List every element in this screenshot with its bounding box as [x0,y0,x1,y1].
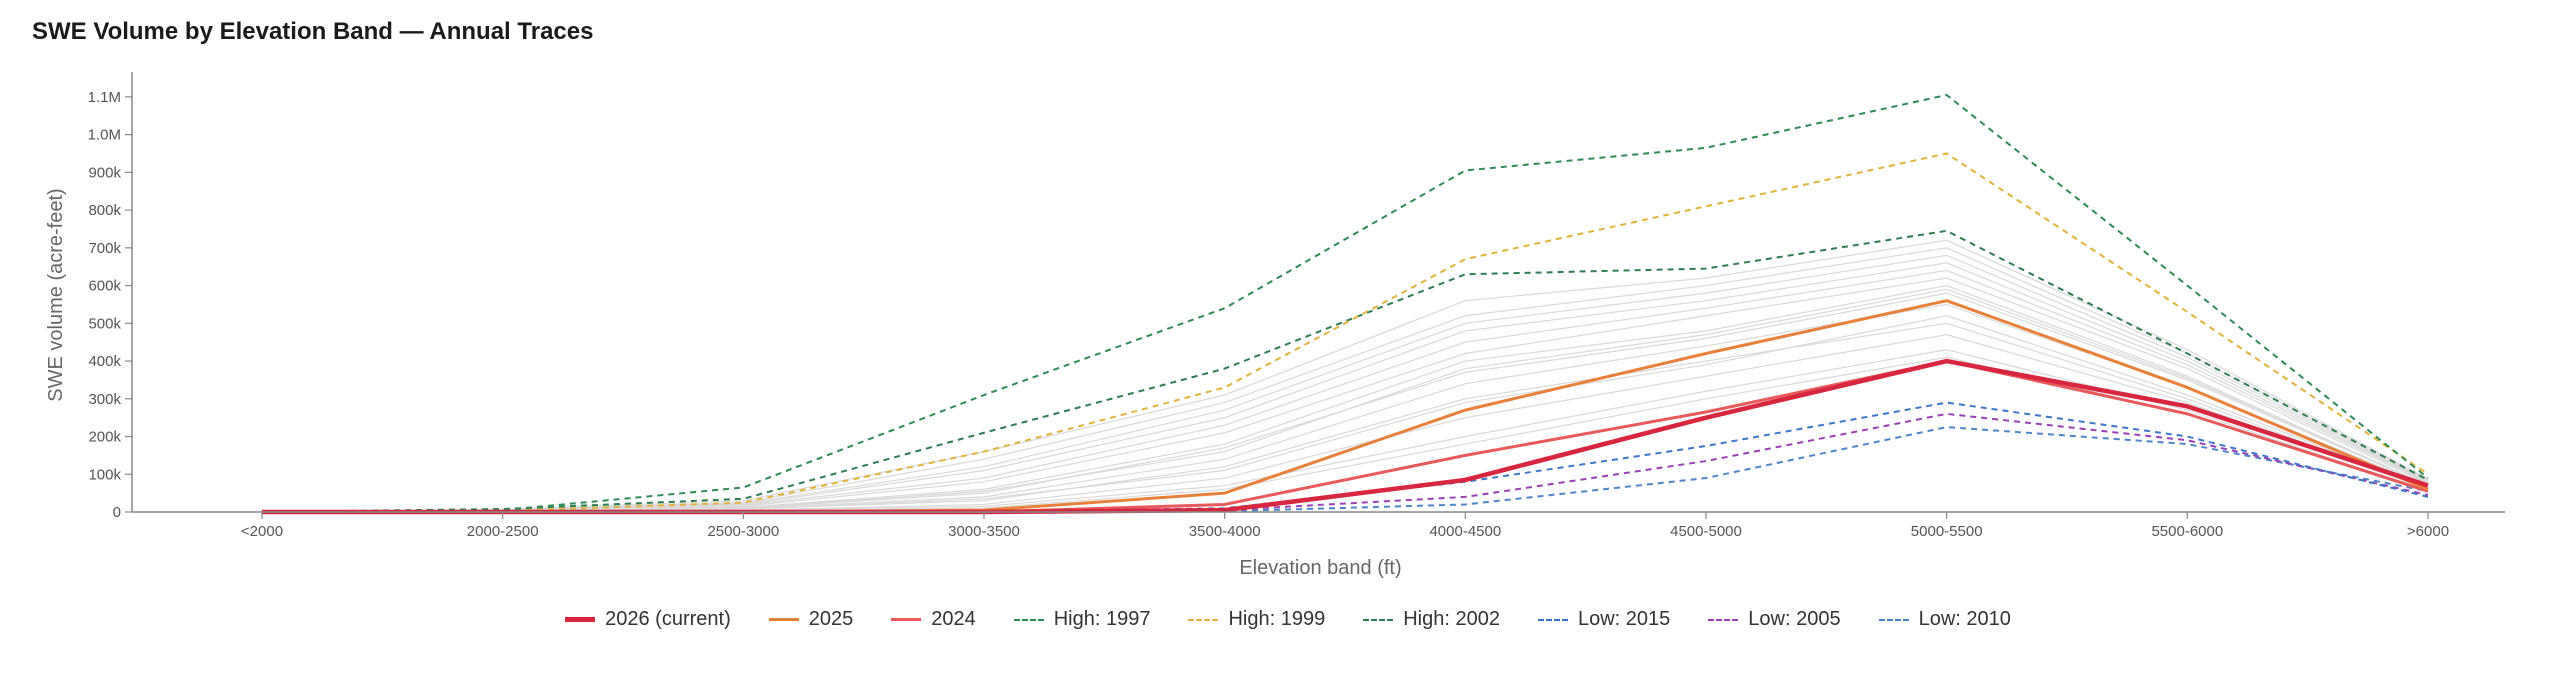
line-chart: 0 100k 200k 300k 400k 500k 600k 700k 800k 900k 1.0… [45,72,2505,579]
y-tick-label: 600k [88,278,121,295]
legend-label: Low: 2010 [1918,608,2011,630]
background-trace-15 [261,315,2429,513]
highlighted-series [261,93,2429,515]
series-line-high-1999 [261,152,2429,513]
series-line-high-1997 [261,93,2429,513]
legend-item-low-2005: Low: 2005 [1708,608,1841,631]
axes: 0 100k 200k 300k 400k 500k 600k 700k 800k 900k 1.0… [88,72,2505,540]
legend-label: High: 2002 [1403,608,1500,630]
x-tick-label: 5000-5500 [1911,523,1983,540]
legend-label: Low: 2015 [1577,608,1671,630]
legend-swatch [1708,618,1739,621]
legend-swatch [1878,618,1909,621]
legend-item-high-2002: High: 2002 [1363,608,1500,631]
background-trace-4 [261,262,2429,513]
legend-swatch [768,618,799,621]
y-tick-label: 400k [88,353,121,370]
y-axis-title: SWE volume (acre-feet) [45,188,67,401]
legend: 2026 (current) 2025 2024 High: 1997 High: 19… [0,608,2576,631]
series-line-low-2005 [262,412,2429,513]
x-tick-label: 4500-5000 [1670,523,1742,540]
legend-swatch [1363,618,1394,621]
legend-item-high-1999: High: 1999 [1188,608,1325,631]
legend-label: High: 1999 [1228,608,1326,630]
legend-label: 2026 (current) [605,608,731,630]
legend-swatch [891,618,922,621]
x-tick-label: 2000-2500 [467,523,539,540]
background-trace-14 [261,254,2429,513]
background-trace-13 [261,356,2429,513]
y-tick-label: 1.0M [88,127,121,144]
legend-item-low-2010: Low: 2010 [1878,608,2011,631]
y-tick-label: 100k [88,466,121,483]
chart-title: SWE Volume by Elevation Band — Annual Tr… [32,18,594,45]
x-tick-label: 2500-3000 [707,523,779,540]
y-tick-label: 900k [88,164,121,181]
legend-swatch [565,617,596,622]
y-tick-label: 200k [88,429,121,446]
background-traces [261,239,2429,513]
legend-item-high-1997: High: 1997 [1013,608,1151,631]
legend-item-2025: 2025 [768,608,854,631]
x-tick-label: 3000-3500 [948,523,1020,540]
legend-item-low-2015: Low: 2015 [1537,608,1671,631]
background-trace-1 [261,322,2429,513]
legend-label: High: 1997 [1053,608,1151,630]
background-trace-5 [261,334,2429,513]
legend-swatch [1537,618,1568,621]
background-trace-12 [261,288,2429,513]
background-trace-9 [261,269,2429,513]
x-tick-label: >6000 [2407,523,2449,540]
legend-label: 2025 [808,608,854,630]
y-tick-label: 300k [88,391,121,408]
background-trace-11 [261,239,2429,513]
x-tick-label: 3500-4000 [1189,523,1261,540]
background-trace-7 [261,284,2429,513]
y-tick-label: 800k [88,202,121,219]
y-tick-label: 1.1M [88,89,121,106]
series-line-low-2010 [262,426,2429,513]
legend-swatch [1188,618,1219,621]
y-tick-label: 0 [113,504,121,521]
x-tick-label: <2000 [241,523,283,540]
legend-swatch [1013,618,1044,621]
legend-label: 2024 [931,608,976,630]
legend-label: Low: 2005 [1748,608,1841,630]
y-tick-label: 500k [88,315,121,332]
x-tick-label: 5500-6000 [2151,523,2223,540]
series-line-high-2002 [261,229,2429,513]
x-axis-title: Elevation band (ft) [1239,557,1401,579]
background-trace-6 [261,247,2429,513]
y-tick-label: 700k [88,240,121,257]
legend-item-2026-current: 2026 (current) [565,608,731,631]
legend-item-2024: 2024 [891,608,976,631]
x-tick-label: 4000-4500 [1429,523,1501,540]
